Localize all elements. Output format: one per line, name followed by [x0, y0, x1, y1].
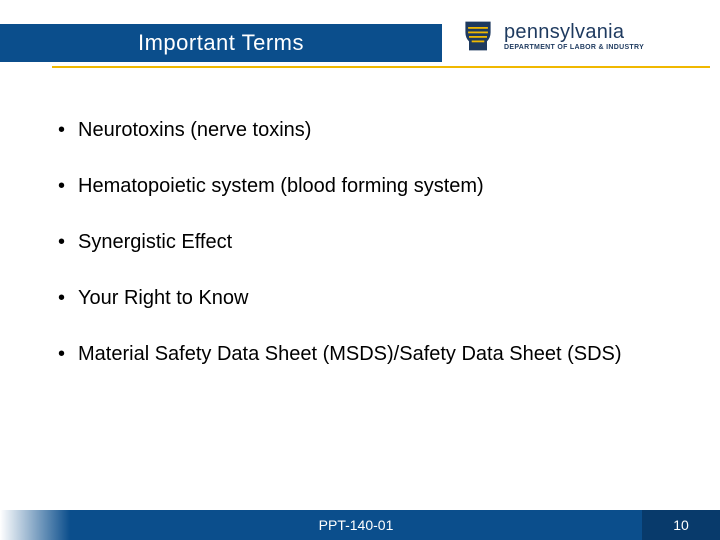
bullet-icon: • — [58, 174, 78, 199]
slide-title: Important Terms — [138, 30, 304, 56]
logo-text: pennsylvania DEPARTMENT OF LABOR & INDUS… — [504, 22, 644, 51]
bullet-text: Neurotoxins (nerve toxins) — [78, 118, 668, 143]
slide: Important Terms pennsylvania DEPARTMENT … — [0, 0, 720, 540]
list-item: • Material Safety Data Sheet (MSDS)/Safe… — [58, 342, 668, 367]
footer-doc-id: PPT-140-01 — [70, 510, 642, 540]
header-bar: Important Terms — [0, 24, 442, 62]
bullet-icon: • — [58, 342, 78, 367]
header-divider — [52, 66, 710, 68]
bullet-icon: • — [58, 118, 78, 143]
bullet-icon: • — [58, 286, 78, 311]
logo-main-text: pennsylvania — [504, 22, 644, 42]
list-item: • Synergistic Effect — [58, 230, 668, 255]
bullet-text: Your Right to Know — [78, 286, 668, 311]
logo-sub-text: DEPARTMENT OF LABOR & INDUSTRY — [504, 44, 644, 51]
pa-logo: pennsylvania DEPARTMENT OF LABOR & INDUS… — [460, 14, 710, 58]
bullet-text: Hematopoietic system (blood forming syst… — [78, 174, 668, 199]
footer-page-number: 10 — [642, 510, 720, 540]
list-item: • Neurotoxins (nerve toxins) — [58, 118, 668, 143]
bullet-text: Synergistic Effect — [78, 230, 668, 255]
bullet-list: • Neurotoxins (nerve toxins) • Hematopoi… — [58, 118, 668, 398]
footer: PPT-140-01 10 — [0, 510, 720, 540]
keystone-icon — [460, 18, 496, 54]
list-item: • Hematopoietic system (blood forming sy… — [58, 174, 668, 199]
list-item: • Your Right to Know — [58, 286, 668, 311]
bullet-icon: • — [58, 230, 78, 255]
bullet-text: Material Safety Data Sheet (MSDS)/Safety… — [78, 342, 668, 367]
footer-gradient — [0, 510, 70, 540]
